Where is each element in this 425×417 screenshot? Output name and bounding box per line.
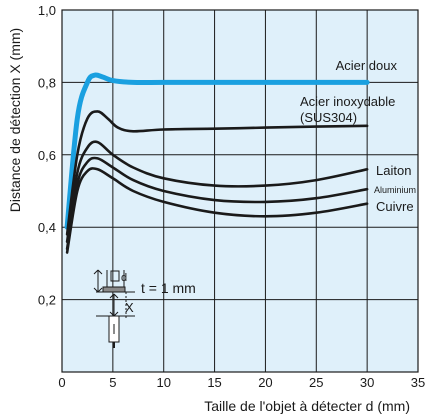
- series-label-4: Aluminium: [374, 185, 416, 195]
- y-axis-label: Distance de détection X (mm): [7, 28, 23, 212]
- x-tick-label: 0: [58, 375, 65, 390]
- tick-labels: 0 5 10 15 20 25 30 35 0,2 0,4 0,6 0,8 1,0: [38, 3, 425, 390]
- y-tick-label: 0,6: [38, 148, 56, 163]
- x-tick-label: 10: [156, 375, 170, 390]
- series-labels: Acier doux Acier inoxydable (SUS304) Laiton…: [300, 58, 416, 214]
- x-axis-label: Taille de l'objet à détecter d (mm): [204, 398, 410, 414]
- proximity-sensor: [108, 315, 120, 348]
- y-tick-label: 0,4: [38, 220, 56, 235]
- x-tick-label: 35: [411, 375, 425, 390]
- thickness-label: t = 1 mm: [141, 280, 196, 296]
- series-label-3: Laiton: [376, 163, 411, 178]
- x-tick-label: 20: [258, 375, 272, 390]
- d-label: d: [121, 272, 127, 284]
- series-label-2: Acier inoxydable (SUS304): [300, 94, 395, 125]
- y-tick-label: 0,8: [38, 75, 56, 90]
- x-tick-label: 25: [309, 375, 323, 390]
- series-line-1: [64, 72, 370, 230]
- series-line-4: [65, 156, 369, 251]
- x-tick-label: 5: [109, 375, 116, 390]
- y-tick-label: 1,0: [38, 3, 56, 18]
- target-plate: d: [93, 269, 135, 293]
- x-tick-label: 15: [207, 375, 221, 390]
- y-tick-label: 0,2: [38, 293, 56, 308]
- x-distance-label: X: [125, 300, 134, 315]
- series-label-1: Acier doux: [336, 58, 398, 73]
- series-line-2: [65, 110, 369, 236]
- series-label-5: Cuivre: [376, 199, 414, 214]
- x-tick-label: 30: [360, 375, 374, 390]
- series-lines: [64, 72, 370, 254]
- series-line-5: [65, 167, 369, 254]
- sensor-diagram: d X t = 1 mm: [93, 269, 196, 348]
- series-line-3: [65, 140, 369, 243]
